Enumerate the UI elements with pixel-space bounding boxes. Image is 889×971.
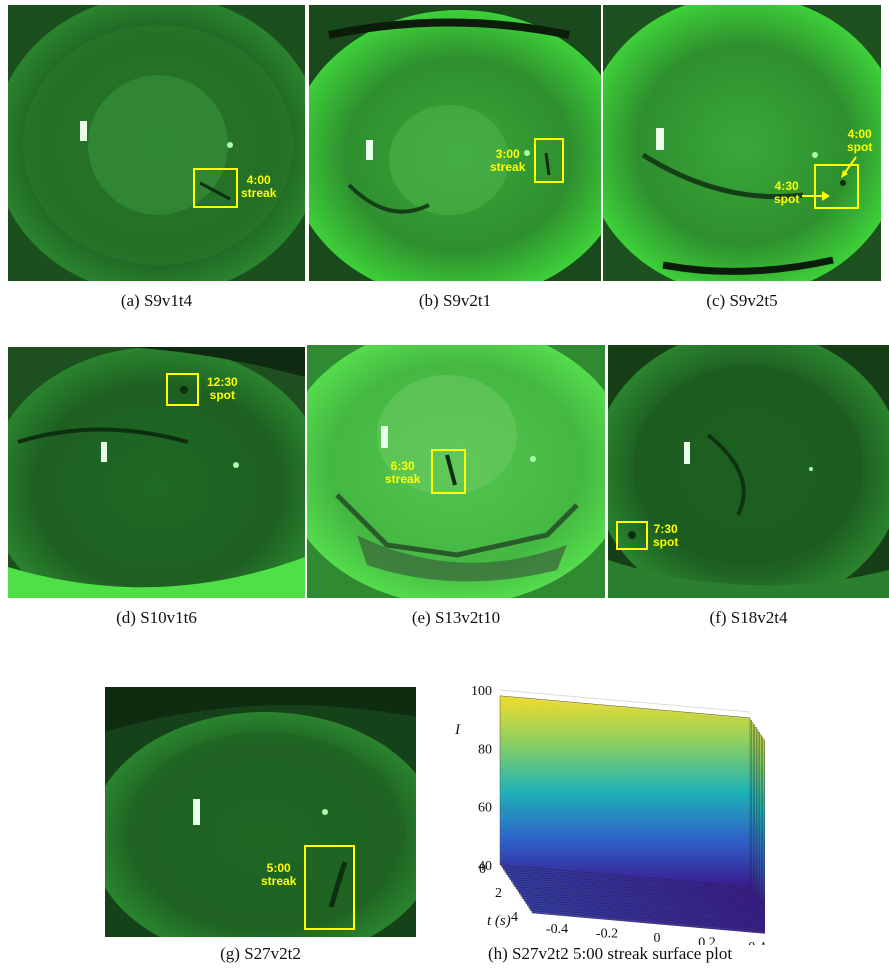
z-tick-label: 40: [478, 859, 492, 874]
eye-photo-g: [105, 687, 416, 937]
annotation-label-d: 12:30 spot: [207, 375, 238, 402]
x-tick-label: -0.2: [596, 927, 618, 942]
annotation-box-d: [166, 373, 199, 406]
annotation-box-a: [193, 168, 238, 208]
annotation-box-b: [534, 138, 564, 183]
eye-image-g: [105, 687, 416, 937]
z-axis-label: I: [454, 722, 461, 738]
eye-photo-c: [603, 5, 881, 281]
reflection-g: [193, 799, 200, 825]
annotation-box-c: [814, 164, 859, 209]
reflection-e: [381, 426, 388, 448]
x-tick-label: 0.4: [748, 940, 765, 945]
annotation-label-c1: 4:00 spot: [847, 127, 873, 154]
eye-photo-d: [8, 347, 305, 598]
t-tick-label: 0: [479, 862, 486, 877]
arrow-c2: [802, 191, 830, 201]
eye-image-f: [608, 345, 889, 598]
reflection-d: [101, 442, 107, 462]
surface-strip: [499, 695, 751, 888]
z-tick-label: 60: [478, 801, 492, 816]
caption-h: (h) S27v2t2 5:00 streak surface plot: [487, 944, 733, 963]
reflection-a: [80, 121, 87, 141]
caption-a: (a) S9v1t4: [120, 291, 193, 310]
annotation-label-g: 5:00 streak: [261, 861, 297, 888]
t-tick-label: 4: [511, 910, 518, 925]
x-tick-label: 0.2: [698, 935, 716, 945]
annotation-box-f: [616, 521, 648, 550]
reflection-b: [366, 140, 373, 160]
z-tick-label: 80: [478, 742, 492, 757]
eye-photo-e: [307, 345, 605, 598]
annotation-label-a: 4:00 streak: [241, 173, 277, 200]
eye-photo-b: [309, 5, 601, 281]
arrow-c1: [841, 156, 857, 178]
eye-image-d: [8, 347, 305, 598]
caption-g: (g) S27v2t2: [220, 944, 301, 963]
caption-f: (f) S18v2t4: [709, 608, 788, 627]
caption-b: (b) S9v2t1: [418, 291, 492, 310]
eye-photo-f: [608, 345, 889, 598]
z-tick-label: 100: [471, 684, 492, 699]
reflection-c: [656, 128, 664, 150]
eye-image-a: [8, 5, 305, 281]
caption-e: (e) S13v2t10: [411, 608, 501, 627]
annotation-label-f: 7:30 spot: [653, 522, 679, 549]
annotation-box-e: [431, 449, 466, 494]
caption-d: (d) S10v1t6: [116, 608, 197, 627]
t-tick-label: 2: [495, 886, 502, 901]
reflection-f: [684, 442, 690, 464]
t-axis-label: t (s): [487, 913, 511, 929]
eye-image-b: [309, 5, 601, 281]
eye-image-c: [603, 5, 881, 281]
annotation-label-b: 3:00 streak: [490, 147, 526, 174]
grid-line-z: [499, 689, 751, 713]
annotation-label-e: 6:30 streak: [385, 459, 421, 486]
eye-image-e: [307, 345, 605, 598]
x-tick-label: 0: [654, 931, 661, 945]
eye-photo-a: [8, 5, 305, 281]
x-tick-label: -0.4: [546, 922, 568, 937]
annotation-box-g: [304, 845, 355, 930]
caption-c: (c) S9v2t5: [706, 291, 778, 310]
annotation-label-c2: 4:30 spot: [774, 179, 800, 206]
